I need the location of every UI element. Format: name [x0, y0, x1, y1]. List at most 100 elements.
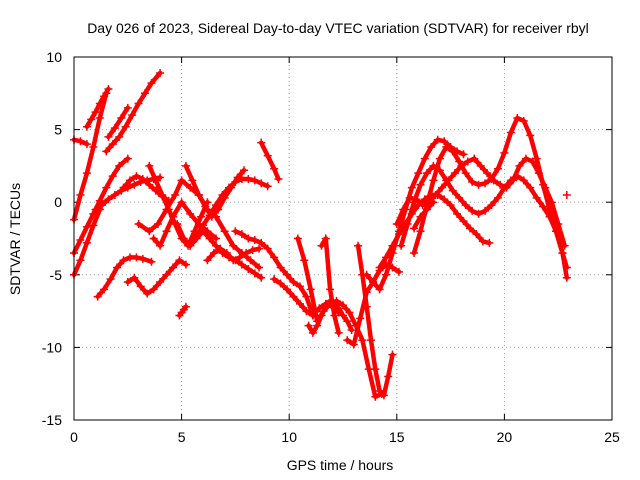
data-point-marker	[289, 278, 298, 287]
data-point-marker	[293, 234, 302, 243]
data-point-marker	[562, 273, 571, 282]
data-point-marker	[562, 190, 571, 199]
data-point-marker	[224, 183, 233, 192]
series-track-b	[70, 135, 91, 149]
data-point-marker	[263, 244, 272, 253]
data-point-marker	[476, 161, 485, 170]
data-point-marker	[194, 190, 203, 199]
data-point-marker	[270, 253, 279, 262]
data-point-marker	[158, 190, 167, 199]
data-point-marker	[145, 227, 154, 236]
data-point-marker	[125, 176, 134, 185]
data-point-marker	[115, 161, 124, 170]
data-point-marker	[407, 183, 416, 192]
data-point-marker	[199, 221, 208, 230]
data-point-marker	[321, 302, 330, 311]
data-point-marker	[448, 186, 457, 195]
data-point-marker	[237, 230, 246, 239]
data-point-marker	[399, 205, 408, 214]
data-point-marker	[317, 241, 326, 250]
data-point-marker	[519, 116, 528, 125]
x-axis-label: GPS time / hours	[287, 457, 394, 473]
data-point-marker	[366, 336, 375, 345]
data-point-marker	[461, 201, 470, 210]
data-point-marker	[276, 279, 285, 288]
data-point-marker	[420, 154, 429, 163]
data-point-marker	[375, 263, 384, 272]
data-point-marker	[201, 202, 210, 211]
data-point-marker	[108, 172, 117, 181]
data-point-marker	[134, 99, 143, 108]
data-point-marker	[358, 336, 367, 345]
series-line	[295, 236, 384, 400]
data-point-marker	[470, 154, 479, 163]
data-point-marker	[500, 148, 509, 157]
data-point-marker	[392, 219, 401, 228]
data-point-marker	[186, 183, 195, 192]
data-point-marker	[459, 150, 468, 159]
data-point-marker	[394, 267, 403, 276]
data-point-marker	[483, 169, 492, 178]
data-point-marker	[104, 132, 113, 141]
data-point-marker	[134, 219, 143, 228]
data-point-marker	[496, 180, 505, 189]
data-point-marker	[422, 205, 431, 214]
data-point-marker	[240, 166, 249, 175]
data-point-marker	[349, 340, 358, 349]
data-point-marker	[237, 260, 246, 269]
data-point-marker	[244, 174, 253, 183]
data-point-marker	[459, 217, 468, 226]
data-point-marker	[384, 372, 393, 381]
data-point-marker	[218, 190, 227, 199]
data-point-marker	[276, 263, 285, 272]
data-point-marker	[162, 270, 171, 279]
data-point-marker	[474, 209, 483, 218]
data-point-marker	[422, 169, 431, 178]
data-point-marker	[410, 224, 419, 233]
data-point-marker	[76, 235, 85, 244]
data-point-marker	[110, 124, 119, 133]
data-point-marker	[209, 249, 218, 258]
data-point-marker	[104, 84, 113, 93]
data-point-marker	[394, 230, 403, 239]
data-point-marker	[416, 212, 425, 221]
y-axis-label: SDTVAR / TECUs	[7, 183, 23, 295]
data-point-marker	[534, 169, 543, 178]
data-point-marker	[334, 328, 343, 337]
data-point-marker	[450, 169, 459, 178]
plot-frame	[73, 56, 613, 421]
series-line	[106, 105, 131, 140]
series-track-ee	[392, 154, 569, 250]
data-point-marker	[347, 325, 356, 334]
data-point-marker	[138, 254, 147, 263]
data-point-marker	[418, 201, 427, 210]
data-point-marker	[231, 177, 240, 186]
data-point-marker	[117, 113, 126, 122]
data-point-marker	[414, 169, 423, 178]
data-point-marker	[263, 182, 272, 191]
data-point-marker	[515, 161, 524, 170]
data-point-marker	[558, 249, 567, 258]
data-point-marker	[302, 307, 311, 316]
data-point-marker	[339, 301, 347, 310]
data-point-marker	[121, 122, 130, 131]
data-point-marker	[442, 143, 451, 152]
data-point-marker	[403, 219, 412, 228]
grid	[74, 57, 612, 420]
x-tick-label: 15	[389, 429, 405, 445]
data-point-marker	[95, 196, 104, 205]
series-line	[177, 304, 189, 318]
x-tick-label: 25	[604, 429, 620, 445]
data-point-marker	[345, 308, 354, 317]
data-point-marker	[156, 68, 165, 77]
data-point-marker	[93, 292, 102, 301]
data-series	[70, 68, 571, 401]
data-point-marker	[95, 99, 104, 108]
data-point-marker	[181, 161, 190, 170]
data-point-marker	[255, 263, 264, 272]
data-point-marker	[461, 169, 470, 178]
y-tick-labels: -15 -10 -5 0 5 10	[42, 49, 62, 428]
data-point-marker	[192, 231, 201, 240]
data-point-marker	[472, 230, 481, 239]
series-track-i	[93, 253, 156, 301]
